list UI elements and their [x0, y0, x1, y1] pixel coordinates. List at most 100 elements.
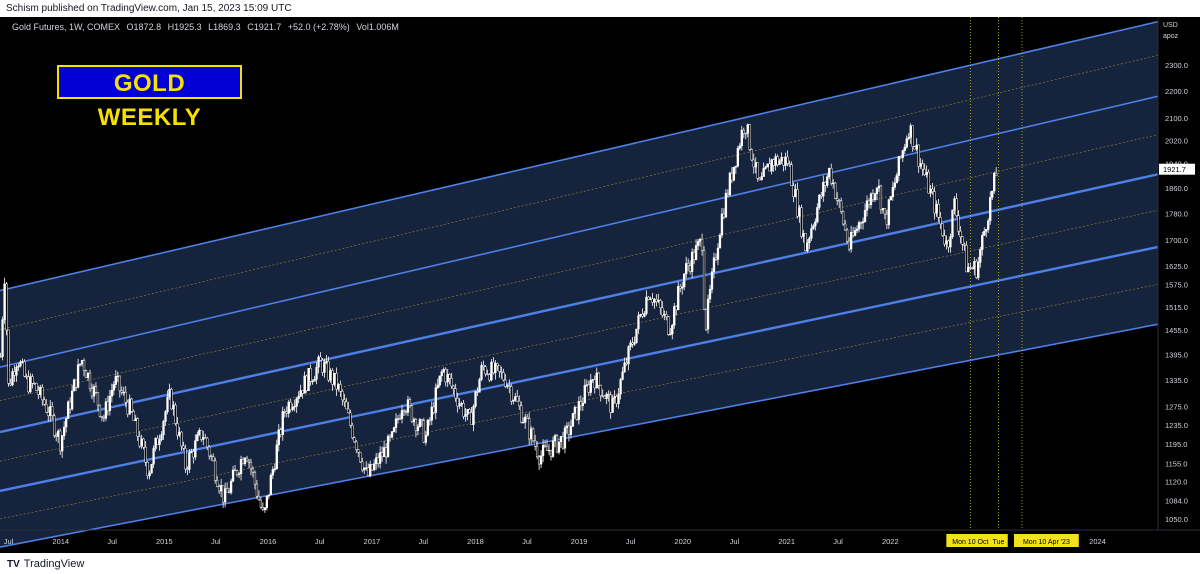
candle: [200, 430, 203, 440]
candle: [237, 473, 241, 475]
candle: [756, 162, 759, 179]
candle: [667, 316, 670, 335]
candle: [299, 390, 302, 397]
tradingview-logo[interactable]: TV TradingView: [7, 558, 84, 570]
candle: [649, 298, 652, 300]
candle: [384, 447, 388, 458]
candle: [104, 401, 108, 419]
candle: [259, 499, 263, 508]
candle: [508, 385, 511, 387]
candle: [917, 144, 920, 167]
candle: [283, 411, 286, 413]
candle: [7, 329, 10, 384]
candle: [506, 385, 509, 387]
y-tick-label: 1275.0: [1165, 403, 1188, 412]
candle: [140, 438, 143, 447]
candle: [426, 419, 429, 436]
last-price-label: 1921.7: [1163, 165, 1186, 174]
candle: [810, 228, 813, 239]
candle: [619, 379, 622, 395]
x-tick-label: Jul: [4, 537, 14, 546]
candle: [589, 379, 592, 393]
candle: [275, 444, 278, 470]
candle: [883, 208, 887, 215]
candle: [337, 384, 340, 390]
candle: [333, 372, 336, 385]
candle: [615, 396, 618, 404]
candle: [496, 363, 499, 367]
candle: [800, 207, 803, 237]
candle: [738, 145, 741, 149]
candle: [307, 368, 310, 391]
candle: [577, 401, 581, 420]
candle: [609, 394, 612, 413]
chart-svg[interactable]: USD apoz 1050.0 1084.0 1120.0 1155.0 1195.0 123…: [0, 17, 1200, 553]
x-tick-label: Jul: [418, 537, 428, 546]
candle: [748, 124, 751, 150]
candle: [218, 486, 221, 492]
candle: [369, 464, 372, 476]
chart-area[interactable]: USD apoz 1050.0 1084.0 1120.0 1155.0 1195.0 123…: [0, 17, 1200, 553]
x-tick-label: 2022: [882, 537, 899, 546]
time-marker-label: Mon 10 Apr '23: [1023, 539, 1070, 546]
x-tick-label: Jul: [522, 537, 532, 546]
channel-line: [0, 20, 1159, 292]
candle: [21, 361, 24, 363]
candle: [645, 296, 648, 314]
candle: [814, 221, 817, 227]
candle: [613, 396, 616, 399]
candle: [537, 456, 541, 465]
candle: [3, 283, 6, 320]
x-tick-label: 2014: [52, 537, 69, 546]
candle: [927, 171, 930, 194]
candle: [905, 138, 908, 148]
candle: [376, 457, 380, 464]
candle: [706, 298, 710, 330]
candle: [929, 188, 932, 194]
candle: [55, 435, 58, 437]
candle: [714, 257, 718, 260]
candle: [969, 266, 972, 269]
candle: [671, 324, 674, 335]
candle: [17, 365, 20, 368]
change-value: +52.0 (+2.78%): [287, 22, 350, 32]
candle: [543, 444, 547, 447]
y-tick-label: 1050.0: [1165, 515, 1188, 524]
candle: [458, 403, 461, 407]
candle: [631, 342, 634, 345]
candle: [51, 406, 54, 416]
candle: [297, 396, 300, 399]
candle: [901, 150, 904, 158]
candle: [182, 445, 185, 449]
candle: [595, 372, 598, 389]
candle: [889, 196, 893, 200]
candle: [388, 435, 392, 438]
high-value: H1925.3: [167, 22, 202, 32]
candle: [478, 379, 481, 393]
candle: [863, 210, 867, 222]
candle: [601, 395, 604, 397]
y-tick-label: 1575.0: [1165, 280, 1188, 289]
candle: [486, 373, 489, 375]
candle: [466, 409, 469, 415]
candle: [915, 144, 918, 150]
candle: [865, 200, 869, 211]
candle: [277, 429, 280, 446]
x-tick-label: 2024: [1089, 537, 1106, 546]
candle: [392, 427, 396, 432]
time-marker-label: Mon 10 Oct: [952, 539, 988, 546]
candle: [408, 399, 412, 406]
y-tick-label: 1625.0: [1165, 262, 1188, 271]
candle: [90, 388, 94, 397]
candle: [973, 261, 976, 270]
candle: [287, 401, 290, 414]
candle: [957, 215, 960, 232]
candle: [553, 435, 557, 442]
ohlc-legend: Gold Futures, 1W, COMEX O1872.8 H1925.3 …: [12, 22, 403, 32]
candle: [772, 159, 775, 166]
candle: [35, 383, 38, 391]
candle: [305, 375, 308, 391]
y-tick-label: 1860.0: [1165, 184, 1188, 193]
candle: [474, 391, 477, 407]
candle: [685, 263, 688, 275]
